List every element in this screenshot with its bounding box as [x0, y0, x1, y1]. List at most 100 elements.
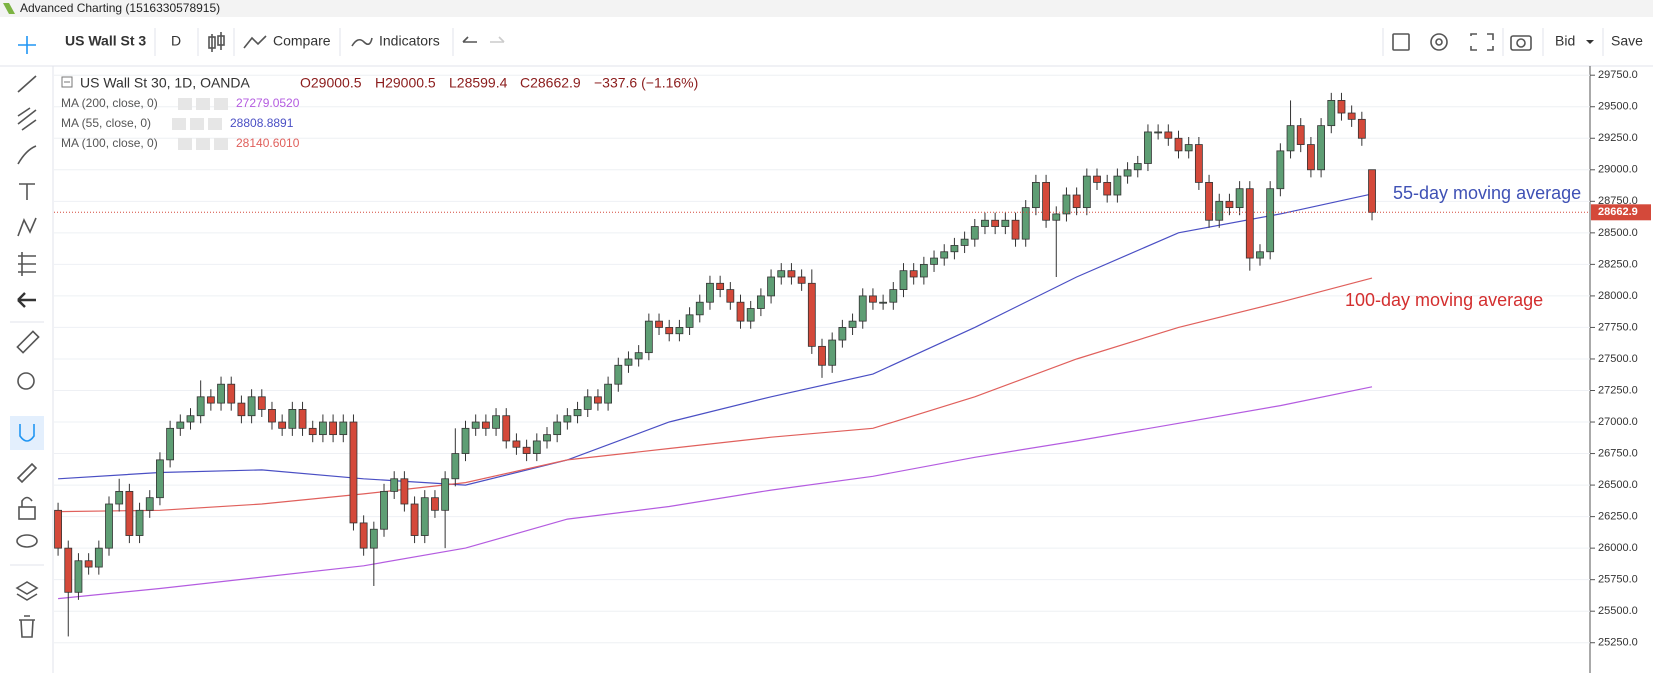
candle-body — [767, 276, 775, 297]
candle-body — [431, 497, 439, 511]
indicator-control[interactable] — [178, 98, 192, 110]
zoom-tool[interactable] — [17, 372, 35, 390]
hide-toolbar-button[interactable] — [17, 292, 36, 308]
y-tick-label: 27750.0 — [1598, 321, 1638, 333]
candle-body — [319, 421, 327, 436]
chart-type-button[interactable] — [208, 32, 225, 52]
candle-body — [532, 440, 541, 454]
remove-tool[interactable] — [19, 615, 35, 638]
y-tick-label: 26750.0 — [1598, 447, 1638, 459]
candle-body — [940, 251, 949, 259]
candle-body — [1368, 169, 1376, 213]
y-tick-label: 29000.0 — [1598, 164, 1638, 176]
indicator-name: MA (100, close, 0) — [61, 136, 158, 150]
prediction-tool[interactable] — [18, 252, 36, 276]
candle-body — [695, 301, 704, 316]
window-title: Advanced Charting (1516330578915) — [20, 1, 220, 15]
text-tool[interactable] — [19, 183, 35, 200]
crosshair-tool[interactable] — [18, 36, 36, 54]
undo-button[interactable] — [462, 36, 477, 43]
indicator-control[interactable] — [196, 138, 210, 150]
object-tree-tool[interactable] — [15, 581, 39, 601]
candle-body — [1011, 219, 1020, 240]
y-tick-label: 25750.0 — [1598, 574, 1638, 586]
y-tick-label: 25250.0 — [1598, 637, 1638, 649]
brush-tool[interactable] — [17, 145, 37, 165]
candle-body — [991, 219, 1000, 227]
candle-body — [970, 226, 979, 240]
interval-button[interactable]: D — [171, 33, 181, 49]
candle-body — [64, 547, 73, 593]
settings-button[interactable] — [1430, 33, 1448, 51]
magnet-tool[interactable] — [19, 424, 35, 442]
y-tick-label: 28750.0 — [1598, 195, 1638, 207]
y-tick-label: 29250.0 — [1598, 132, 1638, 144]
candle-body — [217, 383, 225, 404]
indicator-control[interactable] — [196, 98, 210, 110]
candle-body — [563, 415, 572, 423]
candle-body — [298, 409, 307, 429]
candle-body — [828, 339, 837, 366]
indicator-value: 27279.0520 — [236, 96, 300, 110]
indicator-control[interactable] — [208, 118, 222, 130]
lock-tool[interactable] — [18, 506, 36, 520]
save-button[interactable]: Save — [1611, 33, 1643, 49]
snapshot-lens — [1516, 38, 1526, 48]
y-tick-label: 26250.0 — [1598, 511, 1638, 523]
visibility-tool[interactable] — [16, 534, 38, 548]
magnet-highlight — [10, 416, 44, 450]
candle-body — [1082, 175, 1091, 209]
candle-body — [614, 364, 623, 385]
candle-body — [1144, 131, 1152, 164]
candle-body — [685, 314, 694, 328]
indicator-value: 28140.6010 — [236, 136, 300, 150]
indicators-button[interactable]: Indicators — [379, 33, 440, 49]
fullscreen-layout-button[interactable] — [1392, 33, 1410, 51]
fullscreen-button[interactable] — [1470, 33, 1494, 51]
candle-body — [573, 409, 582, 417]
candle-body — [471, 421, 480, 429]
settings-button-core — [1435, 38, 1443, 46]
indicator-control[interactable] — [172, 118, 186, 130]
candle-body — [807, 282, 816, 347]
candle-body — [1113, 175, 1122, 196]
title-bar — [0, 0, 1653, 17]
candle-body — [1307, 144, 1315, 171]
candle-body — [1296, 125, 1305, 145]
pitchfork-tool[interactable] — [17, 107, 37, 131]
stay-drawing-tool[interactable] — [16, 462, 38, 484]
candle-body — [196, 396, 205, 417]
candle-body — [604, 383, 613, 404]
lock-shackle — [21, 496, 33, 507]
candle-body — [359, 522, 368, 549]
compare-button[interactable]: Compare — [273, 33, 331, 49]
legend-open: O29000.5 — [300, 75, 362, 91]
measure-tool[interactable] — [16, 330, 40, 354]
annotation: 55-day moving average — [1393, 183, 1581, 203]
candle-body — [960, 238, 969, 246]
pattern-tool[interactable] — [17, 217, 37, 237]
candle-body — [1347, 112, 1356, 120]
price-type-button[interactable]: Bid — [1555, 33, 1575, 49]
candle-body — [1021, 207, 1030, 240]
redo-button[interactable] — [490, 36, 505, 43]
candle-body — [1164, 131, 1173, 139]
candle-body — [247, 396, 256, 417]
indicator-control[interactable] — [214, 138, 228, 150]
collapse-legend-button[interactable] — [61, 76, 73, 88]
candle-body — [797, 276, 806, 284]
legend-symbol: US Wall St 30, 1D, OANDA — [80, 75, 251, 91]
symbol-input[interactable]: US Wall St 3 — [65, 33, 146, 49]
indicators-icon[interactable] — [351, 37, 373, 47]
candle-body — [919, 263, 928, 278]
candle-body — [909, 270, 918, 278]
indicator-control[interactable] — [190, 118, 204, 130]
candle-body — [1042, 181, 1050, 221]
y-tick-label: 28250.0 — [1598, 258, 1638, 270]
compare-icon[interactable] — [243, 35, 267, 49]
snapshot-button[interactable] — [1510, 35, 1532, 51]
trendline-tool[interactable] — [17, 75, 37, 93]
indicator-control[interactable] — [214, 98, 228, 110]
indicator-control[interactable] — [178, 138, 192, 150]
candle-body — [1256, 251, 1264, 259]
